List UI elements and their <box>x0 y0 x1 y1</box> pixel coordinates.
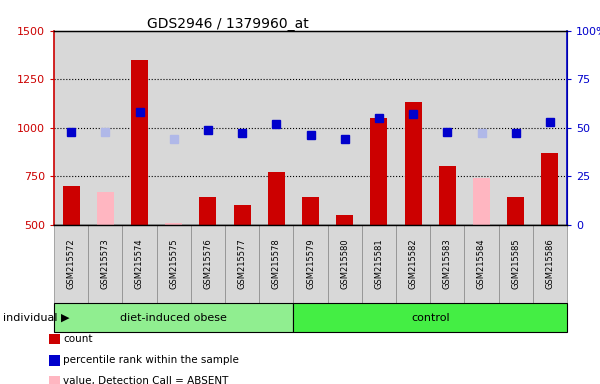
Text: GSM215582: GSM215582 <box>409 239 418 289</box>
Bar <box>336 215 353 225</box>
Text: diet-induced obese: diet-induced obese <box>120 313 227 323</box>
Bar <box>439 167 456 225</box>
Text: GSM215575: GSM215575 <box>169 239 178 289</box>
Text: GSM215579: GSM215579 <box>306 239 315 289</box>
Text: control: control <box>411 313 449 323</box>
Text: GSM215573: GSM215573 <box>101 238 110 290</box>
Bar <box>62 186 80 225</box>
Text: percentile rank within the sample: percentile rank within the sample <box>63 355 239 365</box>
Bar <box>541 153 559 225</box>
Bar <box>165 223 182 225</box>
Text: GSM215577: GSM215577 <box>238 238 247 290</box>
Bar <box>233 205 251 225</box>
Text: GSM215574: GSM215574 <box>135 239 144 289</box>
Bar <box>97 192 114 225</box>
Text: GSM215583: GSM215583 <box>443 238 452 290</box>
Text: count: count <box>63 334 92 344</box>
Text: GSM215572: GSM215572 <box>67 239 76 289</box>
Bar <box>507 197 524 225</box>
Bar <box>199 197 217 225</box>
Bar <box>268 172 285 225</box>
Text: GSM215576: GSM215576 <box>203 238 212 290</box>
Text: GSM215578: GSM215578 <box>272 238 281 290</box>
Bar <box>131 60 148 225</box>
Bar <box>404 103 422 225</box>
Bar <box>473 178 490 225</box>
Text: GSM215584: GSM215584 <box>477 239 486 289</box>
Bar <box>302 197 319 225</box>
Bar <box>370 118 388 225</box>
Text: GSM215585: GSM215585 <box>511 239 520 289</box>
Text: GSM215580: GSM215580 <box>340 239 349 289</box>
Text: GSM215586: GSM215586 <box>545 238 554 290</box>
Text: GDS2946 / 1379960_at: GDS2946 / 1379960_at <box>147 17 309 31</box>
Text: value, Detection Call = ABSENT: value, Detection Call = ABSENT <box>63 376 229 384</box>
Text: individual ▶: individual ▶ <box>3 313 70 323</box>
Text: GSM215581: GSM215581 <box>374 239 383 289</box>
